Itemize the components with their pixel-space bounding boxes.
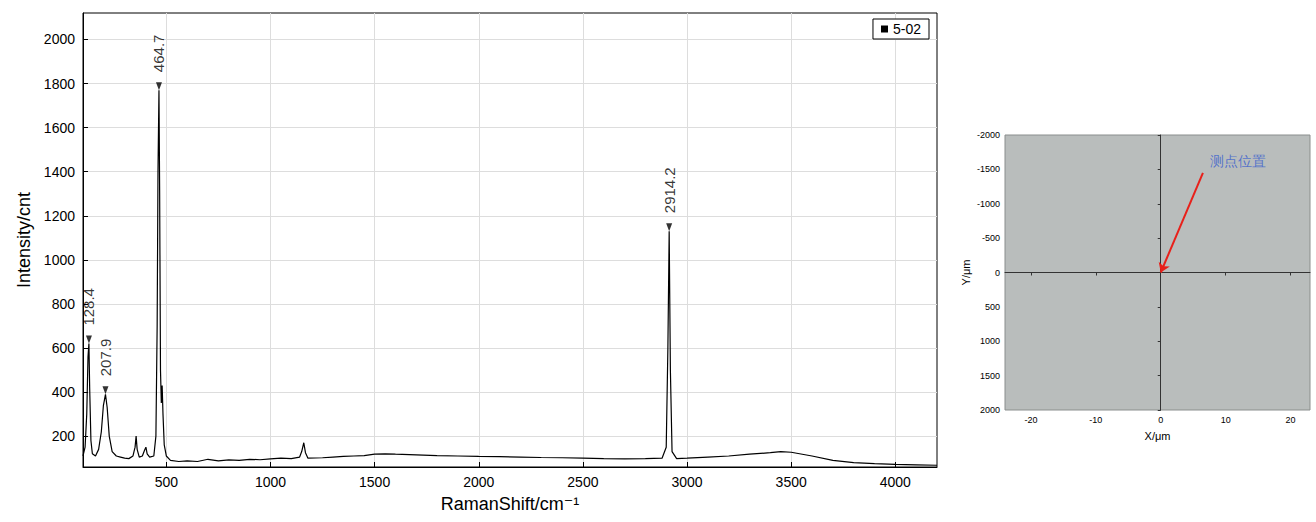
svg-text:-500: -500 bbox=[982, 233, 1000, 243]
svg-text:-2000: -2000 bbox=[977, 130, 1000, 140]
svg-text:1400: 1400 bbox=[44, 164, 75, 180]
svg-text:600: 600 bbox=[52, 340, 76, 356]
svg-text:10: 10 bbox=[1221, 415, 1231, 425]
svg-text:-1000: -1000 bbox=[977, 199, 1000, 209]
svg-text:2000: 2000 bbox=[980, 405, 1000, 415]
svg-text:1200: 1200 bbox=[44, 208, 75, 224]
svg-text:测点位置: 测点位置 bbox=[1210, 153, 1266, 169]
svg-text:2500: 2500 bbox=[567, 474, 598, 490]
svg-text:464.7: 464.7 bbox=[150, 35, 167, 73]
svg-text:-1500: -1500 bbox=[977, 164, 1000, 174]
svg-text:2000: 2000 bbox=[44, 31, 75, 47]
svg-text:3000: 3000 bbox=[671, 474, 702, 490]
svg-text:500: 500 bbox=[985, 302, 1000, 312]
svg-text:2000: 2000 bbox=[463, 474, 494, 490]
svg-text:1500: 1500 bbox=[359, 474, 390, 490]
svg-text:128.4: 128.4 bbox=[80, 288, 97, 326]
svg-text:2914.2: 2914.2 bbox=[661, 167, 678, 213]
svg-text:5-02: 5-02 bbox=[893, 21, 921, 37]
svg-text:207.9: 207.9 bbox=[97, 339, 114, 377]
svg-text:Y/μm: Y/μm bbox=[960, 260, 972, 286]
svg-text:3500: 3500 bbox=[776, 474, 807, 490]
svg-text:400: 400 bbox=[52, 384, 76, 400]
svg-text:500: 500 bbox=[155, 474, 179, 490]
svg-text:1500: 1500 bbox=[980, 371, 1000, 381]
svg-text:4000: 4000 bbox=[880, 474, 911, 490]
svg-text:1600: 1600 bbox=[44, 120, 75, 136]
svg-text:1000: 1000 bbox=[44, 252, 75, 268]
svg-text:-10: -10 bbox=[1089, 415, 1102, 425]
svg-text:RamanShift/cm⁻¹: RamanShift/cm⁻¹ bbox=[441, 494, 580, 514]
svg-text:X/μm: X/μm bbox=[1145, 430, 1171, 442]
svg-text:Intensity/cnt: Intensity/cnt bbox=[14, 192, 34, 288]
svg-text:0: 0 bbox=[995, 268, 1000, 278]
svg-text:-20: -20 bbox=[1024, 415, 1037, 425]
svg-text:1000: 1000 bbox=[980, 336, 1000, 346]
svg-text:1800: 1800 bbox=[44, 76, 75, 92]
svg-text:200: 200 bbox=[52, 428, 76, 444]
svg-text:1000: 1000 bbox=[255, 474, 286, 490]
svg-text:20: 20 bbox=[1286, 415, 1296, 425]
svg-text:800: 800 bbox=[52, 296, 76, 312]
svg-text:0: 0 bbox=[1158, 415, 1163, 425]
